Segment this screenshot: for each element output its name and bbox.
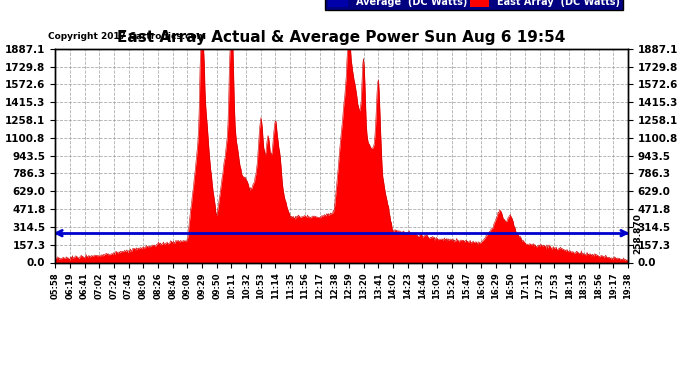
- Legend: Average  (DC Watts), East Array  (DC Watts): Average (DC Watts), East Array (DC Watts…: [326, 0, 623, 10]
- Title: East Array Actual & Average Power Sun Aug 6 19:54: East Array Actual & Average Power Sun Au…: [117, 30, 566, 45]
- Text: Copyright 2017 Cartronics.com: Copyright 2017 Cartronics.com: [48, 32, 206, 41]
- Text: 258.870: 258.870: [633, 213, 642, 254]
